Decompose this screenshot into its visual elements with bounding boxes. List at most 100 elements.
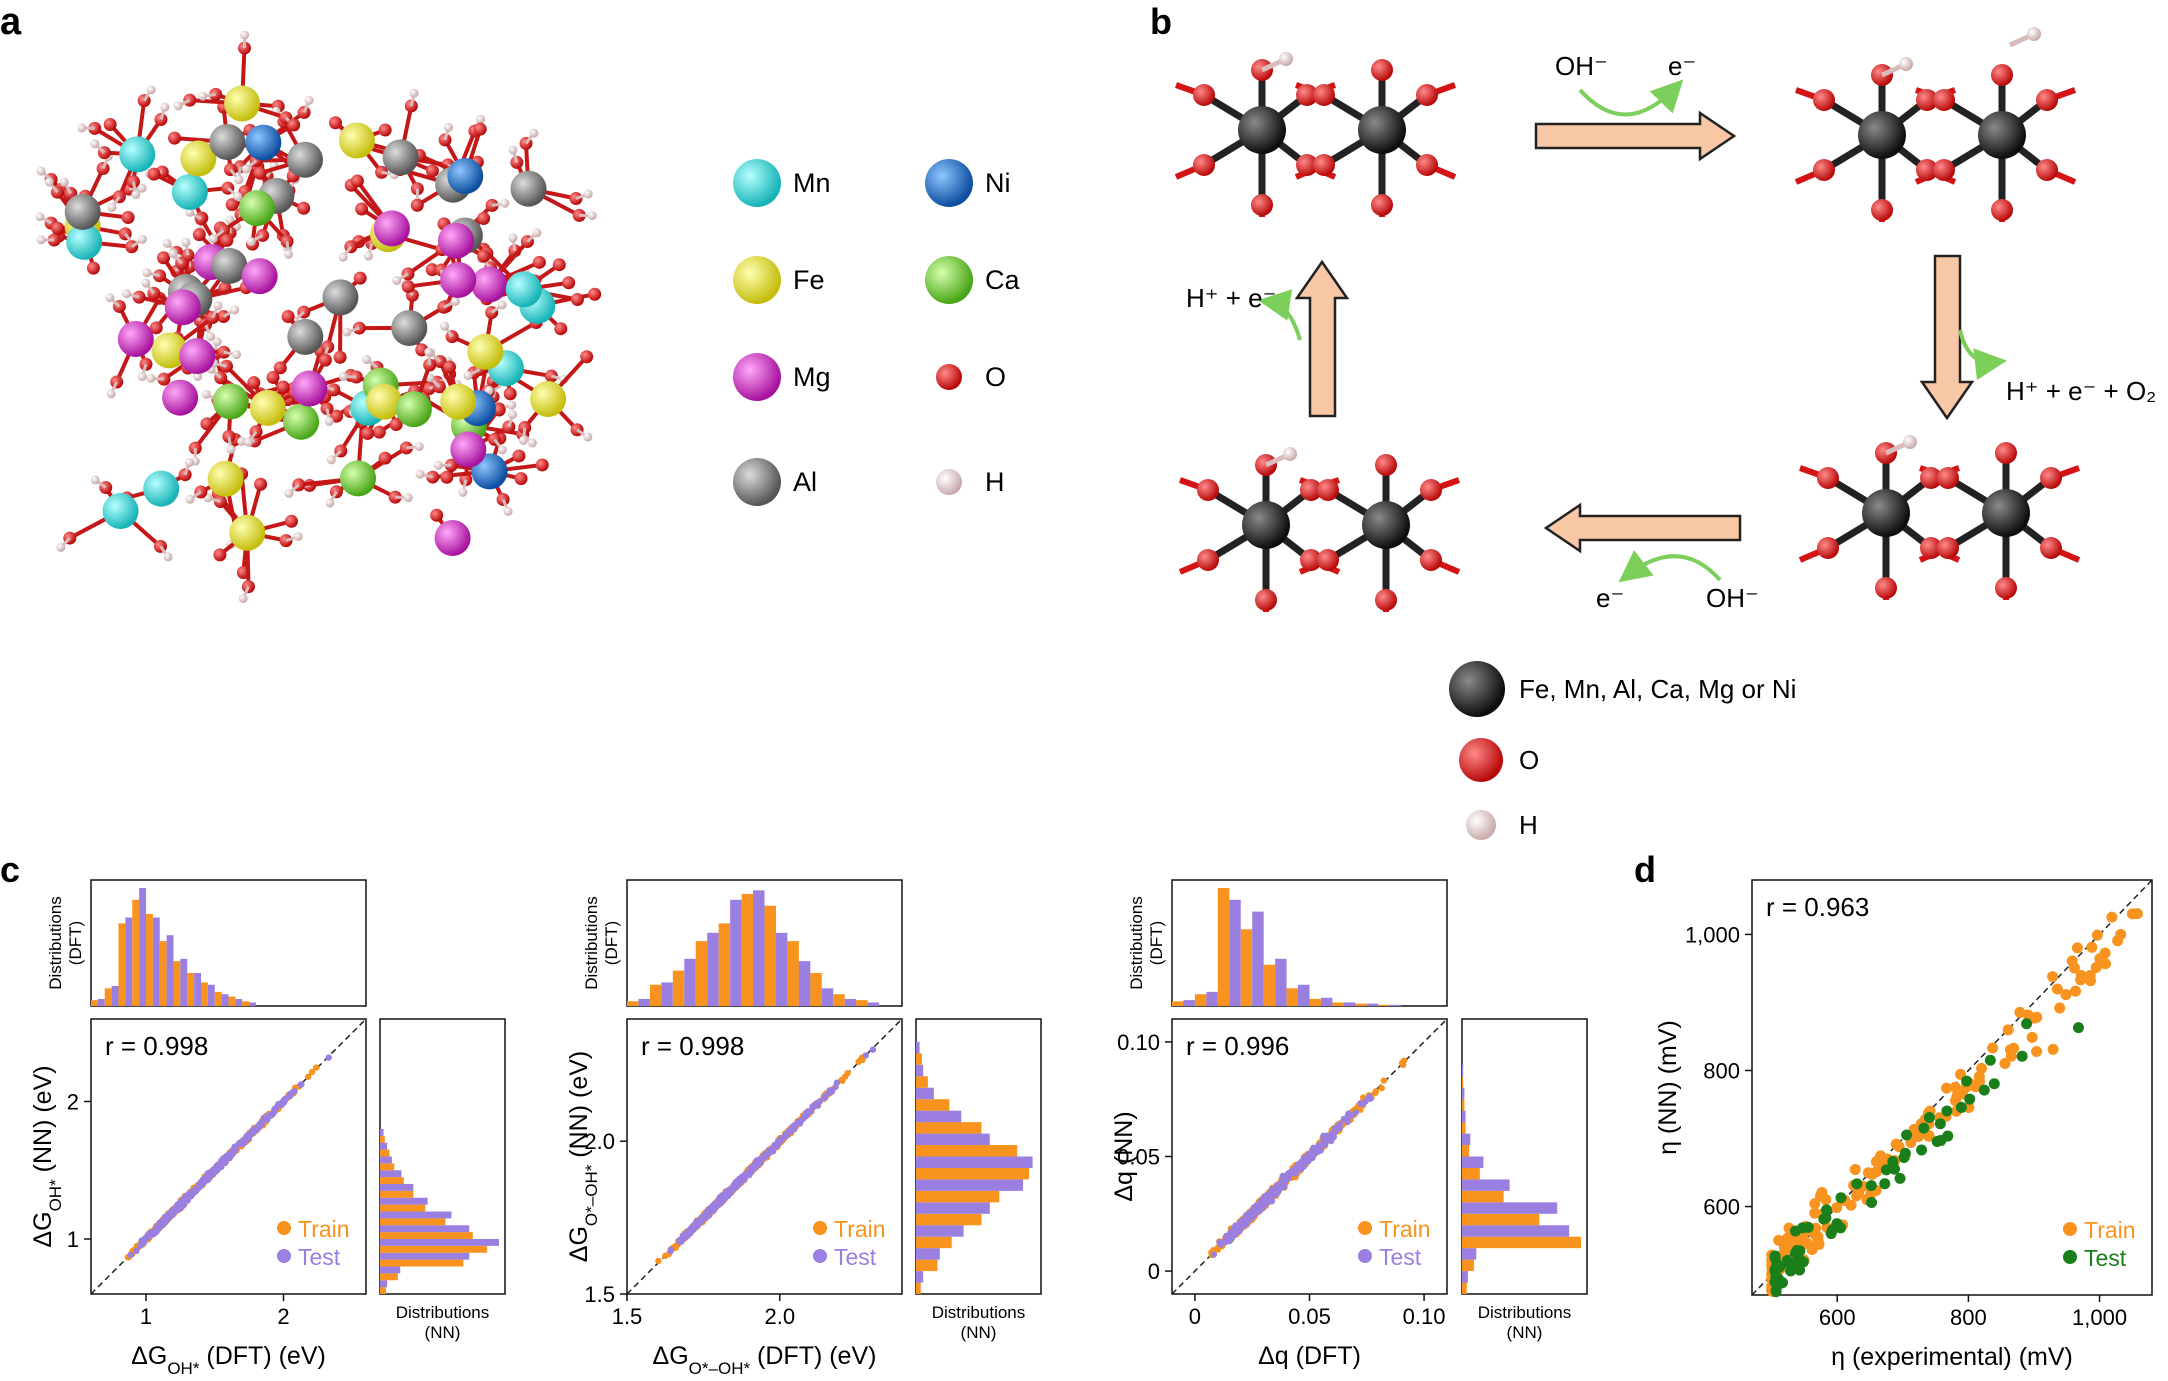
plot-frame [626,1018,903,1295]
hist-bar-test [916,1064,924,1077]
step-right-products: H⁺ + e⁻ + O₂ [2006,376,2156,406]
test-point [1941,1105,1953,1117]
test-point [769,1148,777,1155]
train-point [1987,1042,1999,1054]
metal-atom [338,122,375,159]
hist-bar-test [380,1252,470,1260]
train-point [1845,1199,1857,1211]
test-point [1358,1100,1365,1108]
step-top-product: e⁻ [1668,51,1696,81]
hist-bar-test [235,998,243,1006]
oxygen-atom [318,353,332,367]
train-point [2047,971,2059,983]
oxide-structure [1178,447,1461,612]
hist-bar-train [916,1145,1018,1157]
oxygen-atom [284,514,298,528]
oxygen-atom [192,228,206,242]
hist-bar-test [661,982,673,1006]
oxygen-atom [554,322,568,336]
side-histogram: Distributions (NN) [1461,1018,1588,1342]
hist-bar-test [1462,1064,1464,1077]
test-point [138,1240,145,1248]
top-histogram: Distributions(DFT) [582,879,903,1007]
oxygen-atom [220,233,234,247]
oxygen-atom [355,202,369,216]
test-point [127,1251,135,1259]
hydrogen-atom [508,145,518,155]
x-tick-label: 600 [1819,1305,1856,1330]
hist-bar-train [1309,998,1321,1006]
hist-bar-train [718,923,731,1006]
metal-atom [245,124,282,161]
hydrogen-atom [342,327,352,337]
hist-bar-train [1462,1213,1540,1226]
hydrogen-atom [137,372,147,382]
hist-bar-train [916,1076,928,1088]
hist-bar-test [1298,984,1310,1006]
hist-bar-test [380,1280,388,1288]
hist-bar-test [380,1142,388,1150]
hist-bar-test [380,1156,392,1164]
train-point [1820,1194,1832,1206]
cycle-step-labels: OH⁻ e⁻ H⁺ + e⁻ + O₂ OH⁻ e⁻ H⁺ + e⁻ [1186,51,2156,613]
test-point [164,1215,172,1223]
hist-bar-train [695,941,708,1006]
train-point [1809,1198,1821,1210]
hist-bar-test [1462,1225,1570,1237]
step-bottom-reactant: OH⁻ [1706,583,1759,613]
hist-bar-test [1389,1004,1402,1006]
x-axis-label: ΔGOH* (DFT) (eV) [131,1342,326,1378]
metal-atom [119,136,156,173]
side-hist-label: Distributions (NN) [932,1303,1026,1342]
test-point [1246,1214,1253,1222]
panel-letter-b: b [1150,1,1172,42]
y-tick-label: 1.5 [584,1282,615,1307]
hist-bar-test [916,1133,990,1146]
metal-atom [224,85,261,122]
y-axis-label: ΔGOH* (NN) (eV) [29,1065,65,1247]
test-point [1243,1219,1250,1227]
train-point [1372,1088,1380,1095]
correlation-label: r = 0.998 [105,1031,208,1061]
hydrogen-atom [284,488,294,498]
test-point [1282,1177,1289,1184]
oxygen-atom [440,470,454,484]
test-point [1340,1115,1348,1123]
hydrogen-atom [444,122,454,132]
hydrogen-atom [201,389,211,399]
metal-atom [286,141,323,178]
metal-atom [207,460,244,497]
x-tick-label: 800 [1950,1305,1987,1330]
test-point [1978,1084,1990,1096]
oxygen-atom [477,249,491,263]
hist-bar-test [380,1129,384,1136]
legend-test-label: Test [834,1244,877,1270]
test-point [230,1147,237,1155]
hydrogen-atom [90,139,100,149]
hydrogen-atom [168,249,178,259]
test-point [782,1132,790,1139]
train-point [1949,1081,1961,1093]
oxygen-atom [372,425,386,439]
legend-train-label: Train [298,1216,350,1242]
oxygen-atom [147,167,161,181]
legend-swatch-ni [925,159,973,207]
hydrogen-atom [35,212,45,222]
hydrogen-atom [56,542,66,552]
legend-label-ca: Ca [985,265,1020,295]
top-histogram: Distributions(DFT) [46,879,367,1007]
train-point [2026,1031,2038,1043]
electron-transfer-arrow [1618,550,1722,583]
test-point [1259,1199,1267,1206]
hist-bar-train [1462,1282,1467,1294]
y-tick-label: 800 [1703,1058,1740,1083]
hydrogen-atom [77,123,87,133]
test-point [1770,1286,1782,1298]
hydrogen-atom [409,88,419,98]
legend-label-1: O [1519,745,1539,775]
hist-bar-test [221,994,229,1006]
